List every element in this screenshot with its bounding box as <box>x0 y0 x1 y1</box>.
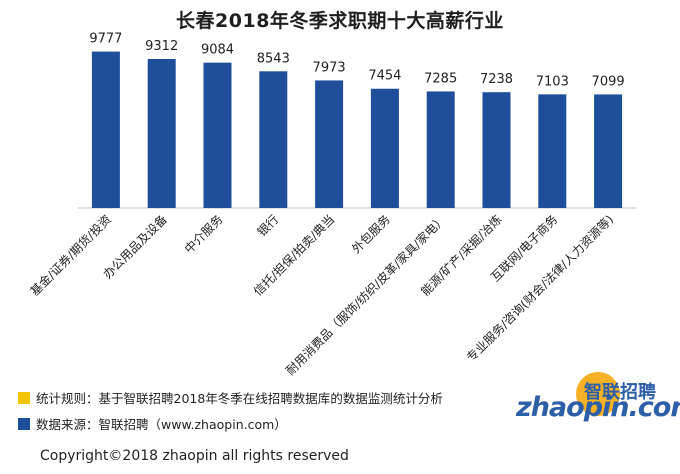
note-source: 数据来源：智联招聘（www.zhaopin.com） <box>18 414 287 433</box>
logo-orange-circle <box>576 372 620 416</box>
data-label-9: 7099 <box>592 74 625 89</box>
bar-9 <box>594 94 623 208</box>
data-label-2: 9084 <box>201 43 234 58</box>
category-label-2: 中介服务 <box>181 212 226 257</box>
note-rule: 统计规则：基于智联招聘2018年冬季在线招聘数据库的数据监测统计分析 <box>18 388 443 407</box>
data-label-3: 8543 <box>257 51 290 66</box>
zhaopin-logo: 智联招聘 zhaopin.com <box>516 372 680 428</box>
bar-0 <box>91 51 120 209</box>
bar-6 <box>426 91 455 208</box>
yellow-square-icon <box>18 391 30 404</box>
bar-chart: 9777基金/证券/期货/投资9312办公用品及设备9084中介服务8543银行… <box>27 32 636 378</box>
data-label-7: 7238 <box>480 72 513 87</box>
bar-4 <box>315 80 344 208</box>
bar-5 <box>370 88 399 208</box>
category-label-3: 银行 <box>255 212 282 239</box>
bar-3 <box>259 71 288 208</box>
bar-2 <box>203 62 232 208</box>
data-label-1: 9312 <box>145 39 178 54</box>
data-label-0: 9777 <box>89 32 122 47</box>
data-label-6: 7285 <box>424 71 457 86</box>
logo-cn-text: 智联招聘 <box>584 382 656 403</box>
data-label-5: 7454 <box>368 69 401 84</box>
note-source-text: 数据来源：智联招聘（www.zhaopin.com） <box>36 417 287 432</box>
blue-square-icon <box>18 417 30 430</box>
chart-title: 长春2018年冬季求职期十大高薪行业 <box>176 10 504 32</box>
bar-7 <box>482 92 511 208</box>
copyright: Copyright©2018 zhaopin all rights reserv… <box>40 448 349 464</box>
data-label-4: 7973 <box>313 60 346 75</box>
data-label-8: 7103 <box>536 74 569 89</box>
note-rule-text: 统计规则：基于智联招聘2018年冬季在线招聘数据库的数据监测统计分析 <box>36 391 443 406</box>
category-label-0: 基金/证券/期货/投资 <box>27 212 114 299</box>
bar-1 <box>147 59 176 209</box>
bar-8 <box>538 94 567 208</box>
category-label-5: 外包服务 <box>348 212 393 257</box>
logo-en-text: zhaopin.com <box>516 392 680 423</box>
